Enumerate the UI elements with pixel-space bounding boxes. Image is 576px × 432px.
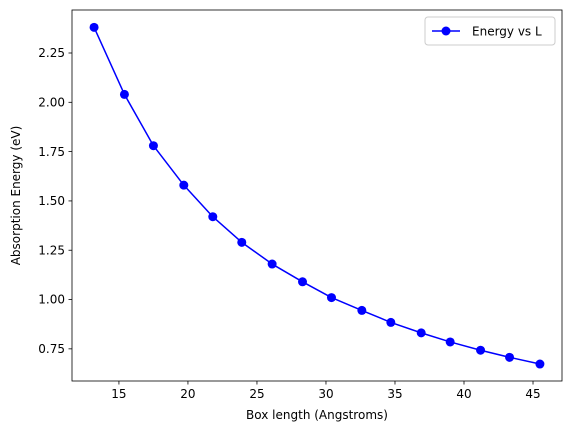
data-point (505, 352, 515, 362)
x-tick-label: 35 (387, 387, 402, 401)
data-point (535, 359, 545, 369)
y-tick-label: 1.25 (38, 243, 65, 257)
y-tick-label: 0.75 (38, 342, 65, 356)
legend: Energy vs L (424, 16, 556, 46)
series-layer (89, 22, 545, 369)
data-point (208, 212, 218, 222)
legend-marker-sample (441, 26, 451, 36)
data-point (357, 305, 367, 315)
data-point (476, 345, 486, 355)
y-tick-label: 1.75 (38, 145, 65, 159)
data-point (89, 22, 99, 32)
data-point (267, 259, 277, 269)
series-line (93, 27, 541, 365)
data-point (237, 237, 247, 247)
data-point (386, 317, 396, 327)
data-point (445, 337, 455, 347)
data-point (179, 180, 189, 190)
x-tick-label: 20 (180, 387, 195, 401)
y-tick-label: 1.00 (38, 293, 65, 307)
y-tick-label: 2.00 (38, 96, 65, 110)
data-point (416, 328, 426, 338)
legend-box (424, 16, 556, 46)
plot-frame (71, 9, 563, 382)
y-axis: 0.75 1.00 1.25 1.50 1.75 2.00 2.25 (38, 46, 72, 356)
x-tick-label: 15 (111, 387, 126, 401)
x-tick-label: 25 (249, 387, 264, 401)
y-tick-label: 1.50 (38, 194, 65, 208)
x-tick-label: 45 (525, 387, 540, 401)
data-point (148, 141, 158, 151)
x-tick-label: 30 (318, 387, 333, 401)
data-point (298, 277, 308, 287)
x-tick-label: 40 (456, 387, 471, 401)
y-axis-label: Absorption Energy (eV) (9, 126, 23, 266)
legend-label: Energy vs L (472, 25, 542, 39)
y-tick-label: 2.25 (38, 46, 65, 60)
data-point (119, 89, 129, 99)
data-point (326, 293, 336, 303)
x-axis-label: Box length (Angstroms) (246, 408, 388, 422)
x-axis: 15 20 25 30 35 40 45 (111, 381, 541, 401)
